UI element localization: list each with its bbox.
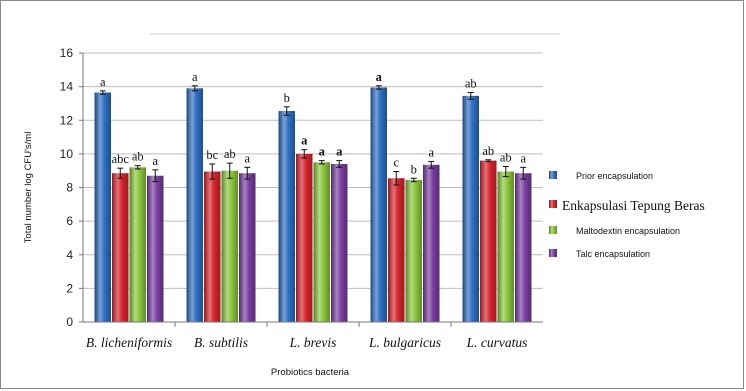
- significance-label: a: [319, 145, 326, 159]
- significance-label: a: [336, 145, 343, 159]
- error-bar: [428, 160, 435, 169]
- significance-label: a: [244, 151, 250, 165]
- legend-item: Talc encapsulation: [549, 249, 650, 259]
- legend-swatch: [549, 200, 557, 208]
- bar: [221, 170, 238, 322]
- legend: Prior encapsulation Enkapsulasi Tepung Be…: [549, 171, 705, 259]
- error-bar: [467, 92, 474, 100]
- significance-label: a: [152, 154, 158, 168]
- bar: [331, 163, 348, 322]
- significance-label: ab: [500, 150, 512, 164]
- error-bar: [226, 162, 233, 179]
- error-bar: [99, 90, 106, 95]
- significance-label: bc: [206, 148, 218, 162]
- significance-label: b: [284, 91, 290, 105]
- error-bar: [244, 166, 251, 180]
- error-bar: [318, 160, 325, 165]
- bar: [370, 87, 387, 322]
- error-bar: [375, 85, 382, 90]
- y-tick-label: 8: [66, 181, 73, 195]
- error-bar: [336, 160, 343, 168]
- error-bar: [152, 169, 159, 183]
- error-bar: [209, 163, 216, 180]
- bar: [147, 175, 164, 322]
- error-bar: [502, 165, 509, 178]
- legend-label: Prior encapsulation: [576, 171, 653, 181]
- bar: [94, 92, 111, 323]
- y-tick-label: 12: [60, 113, 74, 127]
- significance-label: ab: [132, 150, 144, 164]
- category-label: L. bulgaricus: [368, 335, 441, 350]
- bar: [186, 88, 203, 323]
- error-bar: [410, 177, 417, 183]
- y-tick-labels: 0 2 4 6 8 10 12 14 16: [60, 46, 74, 329]
- error-bar: [520, 166, 527, 180]
- category-label: B. licheniformis: [86, 335, 172, 350]
- bar: [112, 173, 129, 322]
- legend-label: Enkapsulasi Tepung Beras: [562, 198, 705, 213]
- legend-swatch: [549, 249, 557, 257]
- bar: [497, 171, 514, 322]
- significance-label: ab: [482, 144, 494, 158]
- significance-label: a: [376, 70, 383, 84]
- y-tick-label: 10: [60, 147, 74, 161]
- y-tick-label: 4: [66, 248, 73, 262]
- bar: [204, 171, 221, 322]
- legend-item: Enkapsulasi Tepung Beras: [549, 198, 705, 213]
- bar: [388, 178, 405, 322]
- significance-label: a: [301, 134, 308, 148]
- significance-label: ab: [224, 147, 236, 161]
- axes: [79, 52, 543, 327]
- y-axis-label: Total number log CFU's/ml: [23, 132, 34, 244]
- bar: [405, 179, 422, 322]
- significance-label: a: [520, 151, 526, 165]
- significance-label: c: [393, 156, 399, 170]
- bar: [239, 173, 256, 322]
- y-tick-label: 0: [66, 315, 73, 329]
- y-tick-label: 14: [60, 80, 74, 94]
- error-bar: [191, 85, 198, 92]
- legend-label: Talc encapsulation: [576, 249, 650, 259]
- error-bar: [393, 171, 400, 186]
- legend-item: Prior encapsulation: [549, 171, 653, 181]
- y-tick-label: 6: [66, 214, 73, 228]
- significance-label: b: [411, 162, 417, 176]
- x-axis-label: Probiotics bacteria: [271, 367, 350, 378]
- bar: [296, 153, 313, 322]
- error-bar: [485, 159, 492, 162]
- legend-swatch: [549, 226, 557, 234]
- error-bar: [301, 149, 308, 159]
- significance-label: a: [100, 75, 106, 89]
- category-labels: B. licheniformis B. subtilis L. brevis L. b…: [86, 335, 528, 350]
- bar: [129, 167, 146, 322]
- bar: [313, 162, 330, 322]
- category-label: L. brevis: [289, 335, 337, 350]
- category-label: L. curvatus: [466, 335, 528, 350]
- significance-label: abc: [112, 152, 130, 166]
- legend-swatch: [549, 171, 557, 179]
- bar: [480, 160, 497, 322]
- bar: [462, 95, 479, 322]
- significance-label: a: [428, 145, 434, 159]
- significance-label: ab: [465, 77, 477, 91]
- error-bar: [283, 106, 290, 116]
- legend-label: Maltodextin encapsulation: [576, 226, 680, 236]
- error-bar: [134, 165, 141, 170]
- error-bar: [117, 167, 124, 179]
- bar: [515, 173, 532, 322]
- bar: [423, 164, 440, 322]
- y-tick-label: 2: [66, 281, 73, 295]
- category-label: B. subtilis: [194, 335, 248, 350]
- y-tick-label: 16: [60, 46, 74, 60]
- bar: [278, 111, 295, 322]
- significance-label: a: [192, 70, 198, 84]
- legend-item: Maltodextin encapsulation: [549, 226, 680, 236]
